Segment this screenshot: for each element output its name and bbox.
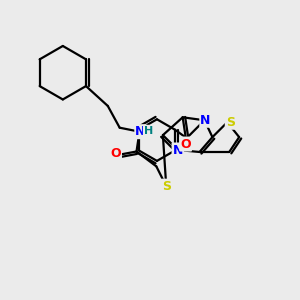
Text: N: N <box>200 114 211 127</box>
Text: H: H <box>144 126 153 136</box>
Text: O: O <box>110 147 121 160</box>
Text: N: N <box>172 143 183 157</box>
Text: S: S <box>226 116 235 129</box>
Text: S: S <box>162 180 171 193</box>
Text: N: N <box>135 125 146 138</box>
Text: O: O <box>180 138 191 151</box>
